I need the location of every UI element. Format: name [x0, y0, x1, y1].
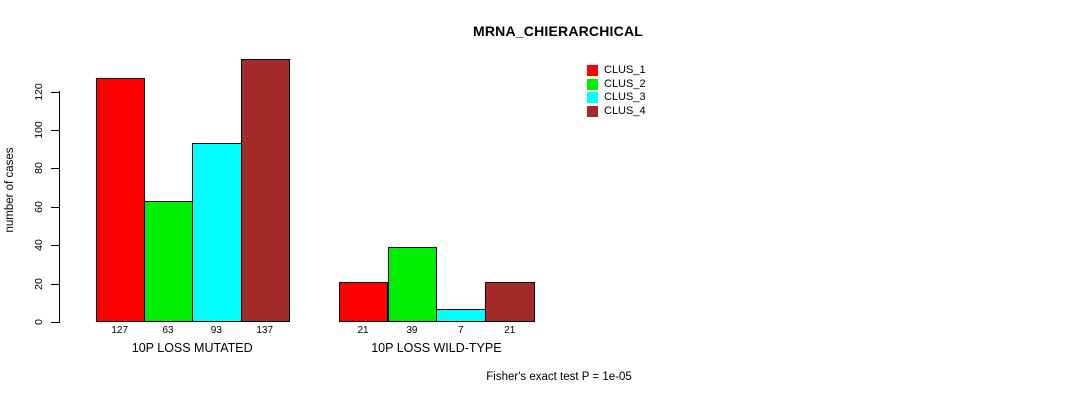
y-tick-label: 80 — [33, 162, 45, 175]
group-label: 10P LOSS WILD-TYPE — [371, 341, 502, 355]
legend-item: CLUS_3 — [587, 92, 646, 103]
y-tick-label: 0 — [33, 319, 45, 325]
legend-swatch — [587, 105, 598, 117]
legend-swatch — [587, 78, 598, 90]
y-tick-label: 20 — [33, 277, 45, 290]
bar-value-label: 63 — [162, 325, 174, 336]
legend-item: CLUS_4 — [587, 104, 646, 117]
group-label: 10P LOSS MUTATED — [131, 341, 253, 355]
bar-value-label: 127 — [111, 325, 129, 336]
legend-label: CLUS_1 — [604, 64, 646, 76]
bar — [95, 78, 145, 322]
bar — [436, 308, 487, 322]
y-axis-line — [59, 91, 60, 323]
legend-swatch — [587, 92, 598, 103]
bar-value-label: 21 — [357, 325, 369, 336]
legend: CLUS_1 CLUS_2 CLUS_3 CLUS_4 — [587, 65, 646, 119]
legend-label: CLUS_2 — [604, 77, 646, 90]
y-tick-label: 100 — [33, 121, 45, 139]
y-tick — [51, 168, 59, 170]
y-tick — [51, 206, 59, 208]
annotation-text: Fisher's exact test P = 1e-05 — [486, 371, 632, 383]
bar-value-label: 21 — [504, 325, 516, 336]
y-tick — [51, 91, 59, 93]
legend-item: CLUS_1 — [587, 65, 646, 76]
y-tick — [51, 283, 59, 285]
legend-item: CLUS_2 — [587, 77, 646, 90]
bar — [387, 247, 438, 322]
y-tick — [51, 322, 59, 323]
chart-title: MRNA_CHIERARCHICAL — [472, 23, 644, 39]
y-tick-label: 40 — [33, 239, 45, 251]
bar — [338, 281, 389, 322]
bar-value-label: 7 — [458, 325, 464, 336]
y-tick-label: 60 — [33, 200, 45, 213]
bar — [240, 58, 290, 322]
legend-label: CLUS_3 — [604, 91, 646, 103]
legend-label: CLUS_4 — [604, 104, 646, 117]
legend-swatch — [587, 65, 598, 76]
bar — [143, 200, 194, 322]
y-tick-label: 120 — [33, 82, 45, 101]
y-tick — [51, 245, 59, 247]
bar-value-label: 137 — [256, 325, 274, 336]
bar-value-label: 93 — [210, 325, 222, 336]
bar — [192, 143, 242, 322]
bar — [485, 281, 536, 322]
y-tick — [51, 129, 59, 131]
bar-value-label: 39 — [406, 325, 418, 336]
y-axis-label: number of cases — [4, 147, 16, 233]
